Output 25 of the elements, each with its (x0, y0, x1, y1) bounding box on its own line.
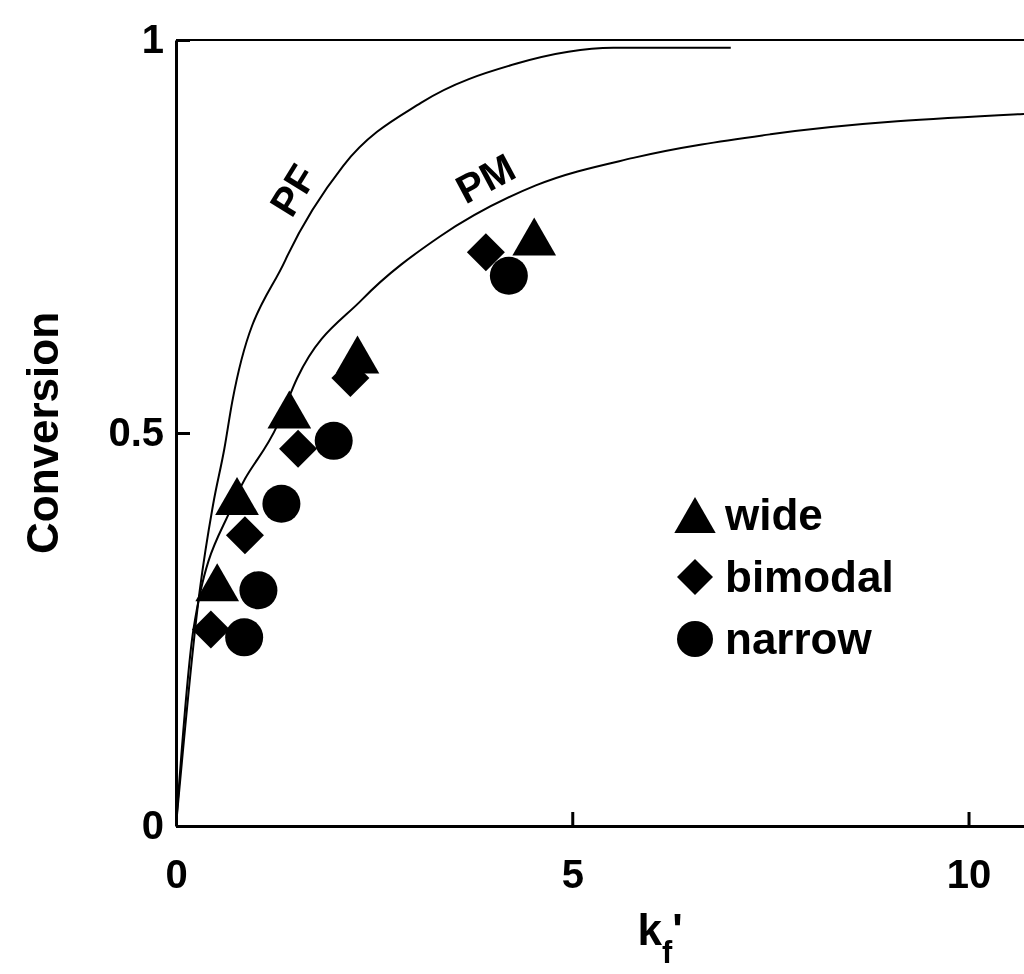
text: PF (260, 156, 326, 224)
point (512, 217, 557, 256)
point (314, 421, 353, 460)
legend-label: wide (724, 490, 823, 540)
x-axis-title: k$_{f}$' (637, 905, 683, 970)
point (466, 233, 505, 272)
point (489, 256, 528, 295)
legend-label: bimodal (725, 552, 894, 602)
point (279, 429, 318, 468)
point (262, 484, 301, 523)
text: PM (448, 144, 523, 212)
x-tick-label: 10 (946, 852, 992, 897)
y-axis-title: Conversion (18, 311, 67, 555)
point (267, 390, 312, 429)
point (191, 610, 230, 649)
y-tick-label: 0 (141, 803, 164, 848)
point (215, 476, 259, 515)
y-tick-label: 1 (141, 17, 164, 62)
point (225, 516, 264, 555)
point (239, 571, 278, 610)
legend-label: narrow (725, 614, 873, 664)
x-tick-label: 5 (561, 852, 584, 897)
point (195, 563, 240, 602)
point (225, 618, 264, 657)
y-tick-label: 0.5 (108, 410, 164, 455)
